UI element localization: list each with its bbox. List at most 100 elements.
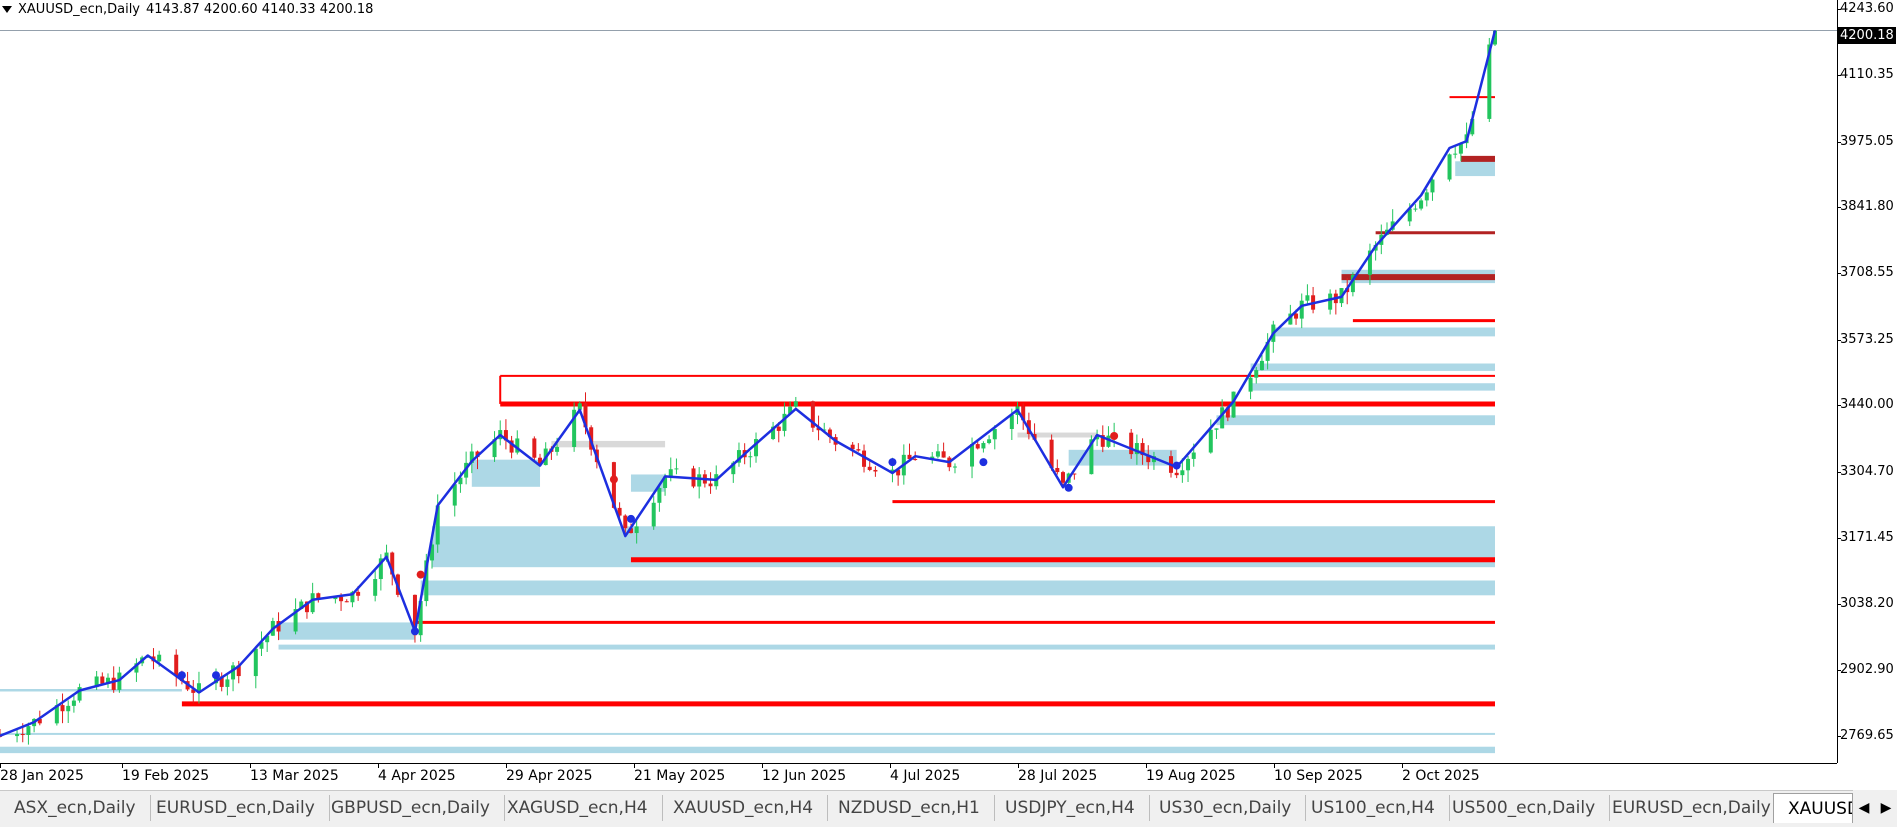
chart-tab[interactable]: US30_ecn,Daily — [1145, 795, 1307, 821]
bull-candle — [1487, 44, 1492, 119]
bull-candle — [94, 676, 99, 688]
bull-candle — [1254, 370, 1259, 378]
price-tick-label: 4110.35 — [1837, 66, 1894, 82]
chart-tab[interactable]: XAUUSD_ecn,Daily — [1773, 793, 1853, 823]
bull-candle — [992, 429, 997, 440]
chart-tab[interactable]: US100_ecn,H4 — [1297, 795, 1450, 821]
bull-candle — [793, 401, 798, 407]
bull-candle — [54, 705, 59, 724]
collapse-triangle-icon[interactable] — [2, 5, 12, 13]
bear-candle — [1294, 313, 1299, 319]
price-tick-label: 3304.70 — [1837, 464, 1894, 480]
chart-tab[interactable]: US500_ecn,Daily — [1438, 795, 1611, 821]
demand-zone — [0, 746, 1495, 754]
bear-candle — [344, 601, 349, 603]
bull-candle — [492, 439, 497, 458]
bull-candle — [1453, 153, 1458, 155]
swing-high-dot — [1110, 432, 1119, 440]
demand-zone — [420, 580, 1496, 596]
chart-tab[interactable]: ASX_ecn,Daily — [0, 795, 151, 821]
bear-candle — [816, 427, 821, 431]
bull-candle — [1350, 274, 1355, 293]
bear-candle — [174, 654, 179, 677]
swing-high-dot — [416, 570, 425, 579]
bull-candle — [299, 601, 304, 610]
bull-candle — [1191, 452, 1196, 459]
bear-candle — [827, 429, 832, 438]
bear-candle — [628, 528, 633, 534]
bull-candle — [935, 451, 940, 457]
time-tick-label: 13 Mar 2025 — [250, 763, 339, 784]
bull-candle — [1407, 208, 1412, 222]
bull-candle — [452, 484, 457, 506]
bear-candle — [390, 552, 395, 575]
bear-candle — [856, 449, 861, 451]
bear-candle — [1060, 472, 1065, 483]
bear-candle — [276, 621, 281, 632]
range-zone — [1017, 432, 1098, 438]
bull-candle — [265, 635, 270, 643]
bear-candle — [708, 483, 713, 487]
swing-low-dot — [1064, 483, 1073, 492]
bear-candle — [623, 515, 628, 529]
bull-candle — [1493, 30, 1497, 45]
bull-candle — [674, 468, 679, 470]
bull-candle — [754, 439, 759, 457]
bull-candle — [225, 679, 230, 687]
bull-candle — [384, 552, 389, 559]
price-tick-label: 3975.05 — [1837, 133, 1894, 149]
chart-area[interactable]: XAUUSD_ecn,Daily 4143.87 4200.60 4140.33… — [0, 0, 1837, 763]
bull-candle — [577, 403, 582, 410]
bull-candle — [748, 456, 753, 458]
bear-candle — [1049, 439, 1054, 469]
chart-tab[interactable]: GBPUSD_ecn,Daily — [317, 795, 505, 821]
bull-candle — [106, 677, 111, 684]
bull-candle — [1106, 435, 1111, 447]
bear-candle — [1146, 455, 1151, 463]
bull-candle — [736, 450, 741, 463]
chart-tab[interactable]: XAGUSD_ecn,H4 — [493, 795, 663, 821]
bull-candle — [1470, 118, 1475, 135]
bull-candle — [134, 663, 139, 673]
bull-candle — [1424, 192, 1429, 201]
bear-candle — [339, 596, 344, 602]
bull-candle — [697, 474, 702, 487]
chart-tab[interactable]: EURUSD_ecn,Daily — [142, 795, 330, 821]
bull-candle — [651, 502, 656, 527]
chart-tab[interactable]: USDJPY_ecn,H4 — [991, 795, 1150, 821]
chart-tab[interactable]: NZDUSD_ecn,H1 — [824, 795, 995, 821]
bear-candle — [1021, 406, 1026, 421]
bull-candle — [782, 413, 787, 431]
bear-candle — [1225, 407, 1230, 418]
bull-candle — [952, 466, 957, 468]
chart-info-line: XAUUSD_ecn,Daily 4143.87 4200.60 4140.33… — [2, 0, 373, 18]
price-tick-label: 3573.25 — [1837, 331, 1894, 347]
bull-candle — [788, 406, 793, 414]
scroll-left-icon[interactable]: ◀ — [1858, 800, 1870, 816]
swing-low-dot — [212, 671, 221, 680]
bull-candle — [634, 526, 639, 534]
symbol-label: XAUUSD_ecn,Daily — [18, 1, 141, 17]
chart-tab[interactable]: EURUSD_ecn,Daily — [1598, 795, 1786, 821]
ohlc-values: 4143.87 4200.60 4140.33 4200.18 — [146, 1, 374, 17]
chart-tab-bar: ASX_ecn,Daily EURUSD_ecn,Daily GBPUSD_ecn,… — [0, 790, 1897, 827]
bull-candle — [469, 451, 474, 463]
bear-candle — [412, 594, 417, 636]
bull-candle — [373, 579, 378, 596]
price-chart[interactable] — [0, 0, 1837, 763]
swing-low-dot — [979, 458, 988, 467]
time-tick-label: 19 Feb 2025 — [122, 763, 210, 784]
bull-candle — [1089, 439, 1094, 475]
bull-candle — [1208, 429, 1213, 453]
demand-zone — [0, 732, 1495, 735]
bull-candle — [435, 505, 440, 545]
swing-low-dot — [177, 671, 186, 680]
bull-candle — [515, 438, 520, 453]
time-axis[interactable]: 28 Jan 2025 19 Feb 2025 13 Mar 2025 4 Apr 2… — [0, 763, 1837, 790]
bear-candle — [1140, 443, 1145, 456]
bull-candle — [1447, 154, 1452, 180]
scroll-right-icon[interactable]: ▶ — [1880, 800, 1892, 816]
price-axis[interactable]: 4243.60 4110.35 3975.05 3841.80 3708.55 3573.… — [1837, 0, 1897, 763]
chart-tab[interactable]: XAUUSD_ecn,H4 — [659, 795, 829, 821]
bull-candle — [1180, 470, 1185, 476]
